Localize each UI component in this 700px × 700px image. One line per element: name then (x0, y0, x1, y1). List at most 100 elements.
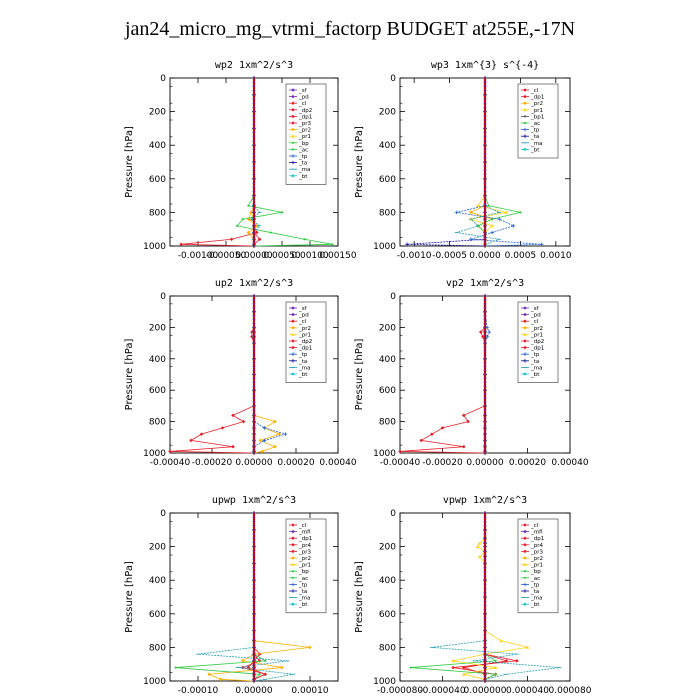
zero-line-marker (483, 633, 487, 637)
zero-line-marker (252, 361, 256, 365)
zero-line-marker (483, 515, 487, 519)
zero-line-marker (252, 321, 256, 326)
y-tick-label: 800 (149, 643, 166, 653)
zero-line-marker (252, 675, 256, 679)
zero-line-marker (252, 345, 256, 349)
y-tick-label: 0 (160, 292, 166, 302)
zero-line-marker (483, 392, 487, 396)
series (405, 76, 487, 248)
zero-line-marker (252, 420, 256, 424)
y-tick-label: 0 (390, 74, 396, 84)
legend-label: _pr1 (530, 332, 543, 338)
series (252, 294, 288, 455)
zero-line-marker (483, 561, 487, 565)
legend-marker (291, 160, 295, 165)
zero-line-marker (252, 185, 256, 189)
data-point (220, 426, 225, 430)
legend-marker (291, 121, 295, 125)
legend-marker (291, 174, 295, 178)
legend-label: _dp2 (298, 339, 312, 345)
y-tick-label: 0 (160, 509, 166, 519)
x-tick-label: -0.0010 (397, 251, 432, 261)
x-tick-label: 0.000000 (464, 686, 507, 696)
zero-line-marker (483, 574, 487, 578)
legend-label: _ta (530, 359, 539, 365)
legend-label: _cl (530, 319, 539, 325)
zero-line-marker (252, 447, 256, 451)
data-point (207, 672, 211, 677)
legend-marker (523, 101, 527, 105)
zero-line-marker (483, 400, 487, 404)
zero-line-marker (252, 223, 256, 227)
chart-title: vpwp 1xm^2/s^3 (443, 495, 527, 506)
legend-marker (291, 101, 295, 105)
zero-line-marker (483, 317, 487, 322)
x-tick-label: -0.000040 (419, 686, 465, 696)
legend-marker (291, 306, 295, 310)
zero-line-marker (483, 380, 487, 384)
legend-label: _cl (530, 88, 539, 94)
zero-line-marker (483, 152, 487, 156)
zero-line-marker (252, 164, 256, 168)
series-line (410, 513, 498, 681)
zero-line-marker (252, 135, 256, 139)
x-tick-label: 0.00000 (235, 251, 272, 261)
y-tick-label: 600 (379, 610, 396, 620)
zero-line-marker (483, 427, 487, 432)
y-tick-label: 0 (390, 509, 396, 519)
zero-line-marker (252, 202, 256, 206)
series-line (197, 513, 294, 682)
legend-marker (291, 602, 295, 606)
data-point (283, 432, 288, 436)
y-tick-label: 1000 (143, 449, 166, 459)
series (469, 76, 494, 248)
x-tick-label: -0.0005 (432, 251, 467, 261)
legend-label: _ta (298, 359, 307, 365)
zero-line-marker (252, 368, 256, 373)
zero-line-marker (252, 633, 256, 637)
zero-line-marker (252, 314, 256, 318)
legend-label: _pr1 (298, 134, 311, 140)
zero-line-marker (252, 376, 256, 381)
zero-line-marker (252, 310, 256, 314)
zero-line-marker (483, 84, 487, 88)
legend-marker (523, 582, 527, 587)
zero-line-marker (252, 181, 256, 185)
legend-marker (523, 372, 527, 376)
data-point (461, 665, 466, 670)
data-point (262, 426, 267, 430)
legend-marker (291, 134, 295, 138)
data-point (476, 203, 480, 208)
y-tick-label: 400 (149, 355, 166, 365)
data-point (250, 330, 254, 334)
data-point (241, 659, 245, 663)
data-point (478, 330, 483, 334)
data-point (273, 419, 277, 424)
legend-label: _ac (530, 121, 540, 127)
legend-label: _dp2 (530, 339, 544, 345)
data-point (246, 230, 251, 235)
series-line (456, 78, 501, 246)
zero-line-marker (252, 147, 256, 151)
legend-marker (523, 88, 527, 92)
data-point (490, 218, 494, 221)
legend-marker (523, 121, 527, 125)
legend-marker (291, 529, 295, 534)
legend-label: _ac (298, 147, 308, 153)
zero-line-marker (483, 118, 487, 122)
zero-line-marker (483, 164, 487, 168)
x-tick-label: -0.00100 (178, 251, 219, 261)
zero-line-marker (483, 650, 487, 654)
legend-label: _pr2 (530, 101, 543, 107)
legend-marker (523, 345, 527, 350)
zero-line-marker (252, 439, 256, 443)
legend-marker (291, 345, 295, 350)
legend-label: _cl (298, 319, 307, 325)
legend-marker (291, 582, 295, 587)
legend-label: _cl (298, 523, 307, 529)
legend-label: _tp (298, 582, 308, 588)
zero-line-marker (483, 620, 487, 624)
legend-marker (291, 562, 295, 566)
legend-marker (523, 127, 527, 132)
legend-marker (523, 94, 527, 99)
